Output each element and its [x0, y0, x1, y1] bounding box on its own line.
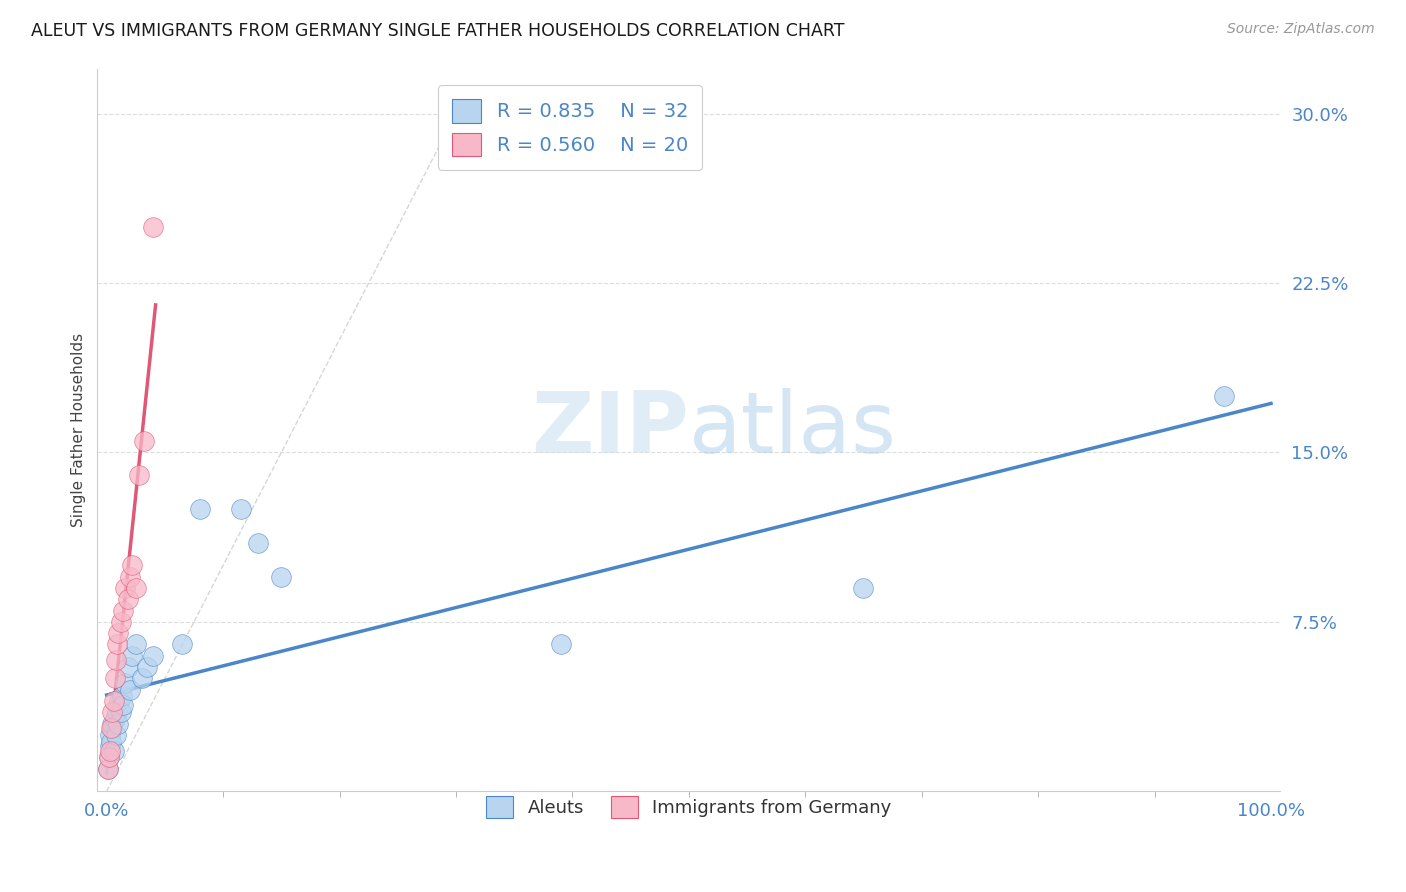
Point	[270, 570, 292, 584]
Point	[101, 721, 124, 735]
Point	[97, 762, 120, 776]
Point	[104, 712, 127, 726]
Point	[118, 570, 141, 584]
Point	[142, 219, 165, 234]
Text: ZIP: ZIP	[531, 388, 689, 471]
Point	[98, 739, 121, 753]
Point	[118, 682, 141, 697]
Point	[103, 694, 125, 708]
Point	[188, 502, 211, 516]
Point	[125, 638, 148, 652]
Point	[98, 750, 121, 764]
Point	[105, 638, 128, 652]
Point	[172, 638, 194, 652]
Point	[101, 716, 124, 731]
Point	[104, 728, 127, 742]
Text: Source: ZipAtlas.com: Source: ZipAtlas.com	[1227, 22, 1375, 37]
Point	[111, 698, 134, 713]
Point	[132, 434, 155, 449]
Point	[100, 721, 122, 735]
Point	[136, 660, 159, 674]
Point	[117, 660, 139, 674]
Point	[121, 648, 143, 663]
Point	[110, 705, 132, 719]
Point	[107, 626, 129, 640]
Point	[1213, 389, 1236, 403]
Point	[128, 468, 150, 483]
Point	[117, 592, 139, 607]
Point	[114, 676, 136, 690]
Point	[107, 716, 129, 731]
Point	[101, 705, 124, 719]
Point	[229, 502, 252, 516]
Point	[111, 690, 134, 704]
Y-axis label: Single Father Households: Single Father Households	[72, 333, 86, 527]
Point	[125, 581, 148, 595]
Point	[142, 648, 165, 663]
Point	[103, 744, 125, 758]
Point	[100, 734, 122, 748]
Point	[108, 694, 131, 708]
Point	[852, 581, 875, 595]
Point	[98, 744, 121, 758]
Point	[97, 762, 120, 776]
Point	[104, 653, 127, 667]
Point	[247, 536, 270, 550]
Point	[98, 728, 121, 742]
Point	[104, 671, 127, 685]
Text: ALEUT VS IMMIGRANTS FROM GERMANY SINGLE FATHER HOUSEHOLDS CORRELATION CHART: ALEUT VS IMMIGRANTS FROM GERMANY SINGLE …	[31, 22, 845, 40]
Point	[121, 558, 143, 573]
Point	[131, 671, 153, 685]
Point	[105, 705, 128, 719]
Point	[98, 750, 121, 764]
Text: atlas: atlas	[689, 388, 897, 471]
Point	[550, 638, 572, 652]
Point	[110, 615, 132, 629]
Point	[111, 604, 134, 618]
Legend: Aleuts, Immigrants from Germany: Aleuts, Immigrants from Germany	[478, 789, 898, 826]
Point	[114, 581, 136, 595]
